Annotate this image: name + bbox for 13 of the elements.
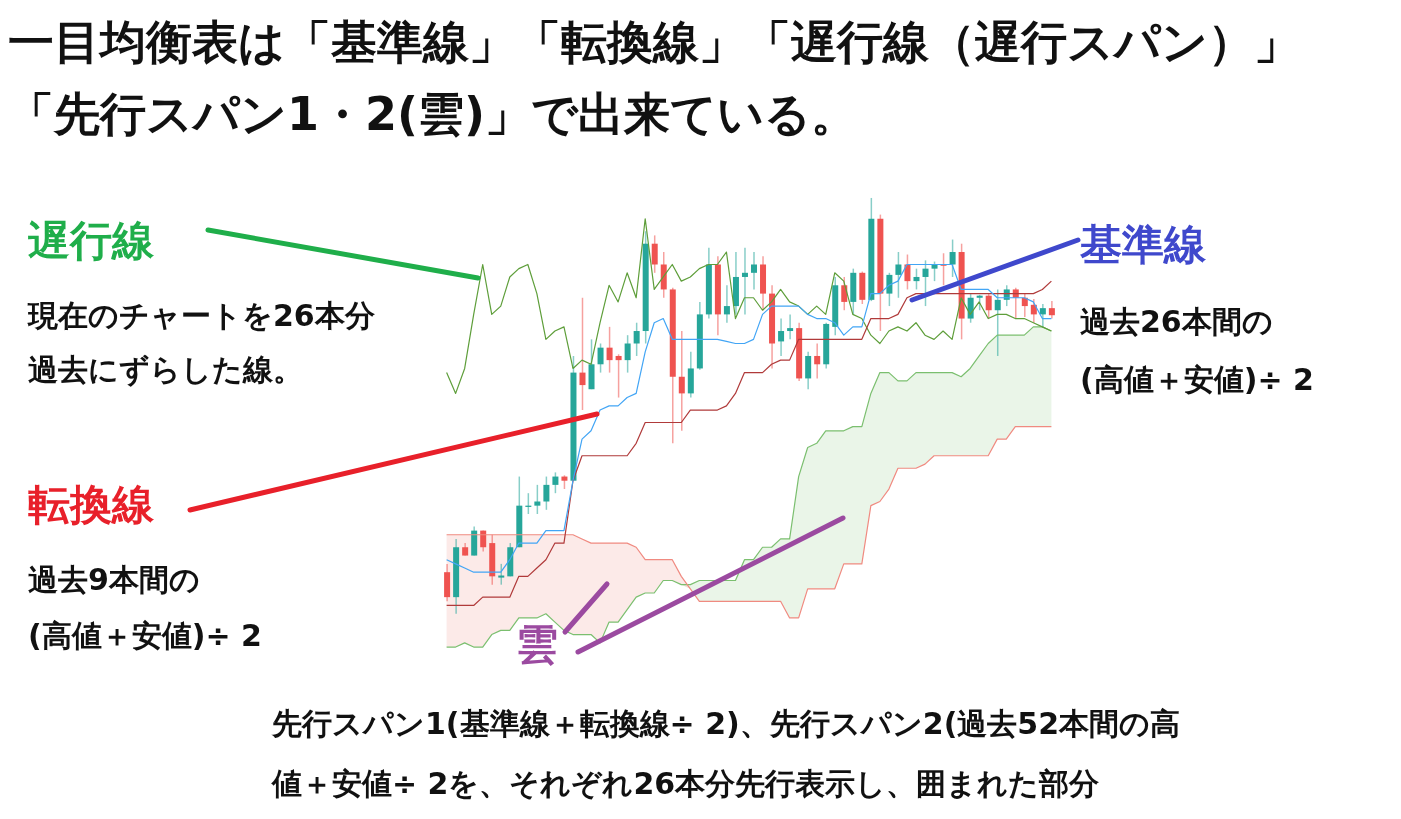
text: (高値＋安値)÷ 2 [28, 618, 262, 654]
text: 過去にずらした線。 [28, 352, 303, 388]
text: 先行スパン1(基準線＋転換線÷ 2)、先行スパン2(過去52本間の高 [272, 706, 1181, 742]
text: (高値＋安値)÷ 2 [1080, 362, 1314, 398]
text: 転換線 [28, 480, 154, 531]
chart-title: 一目均衡表は「基準線」「転換線」「遅行線（遅行スパン）」「先行スパン1・2(雲)」で出来ている。 [8, 14, 1301, 143]
text: 現在のチャートを26本分 [28, 298, 375, 334]
text: 値＋安値÷ 2を、それぞれ26本分先行表示し、囲まれた部分 [272, 766, 1100, 802]
text: 雲 [516, 620, 558, 671]
text: 基準線 [1080, 220, 1206, 271]
text: 過去26本間の [1080, 304, 1273, 340]
text: 過去9本間の [28, 562, 200, 598]
text: 遅行線 [28, 216, 154, 267]
